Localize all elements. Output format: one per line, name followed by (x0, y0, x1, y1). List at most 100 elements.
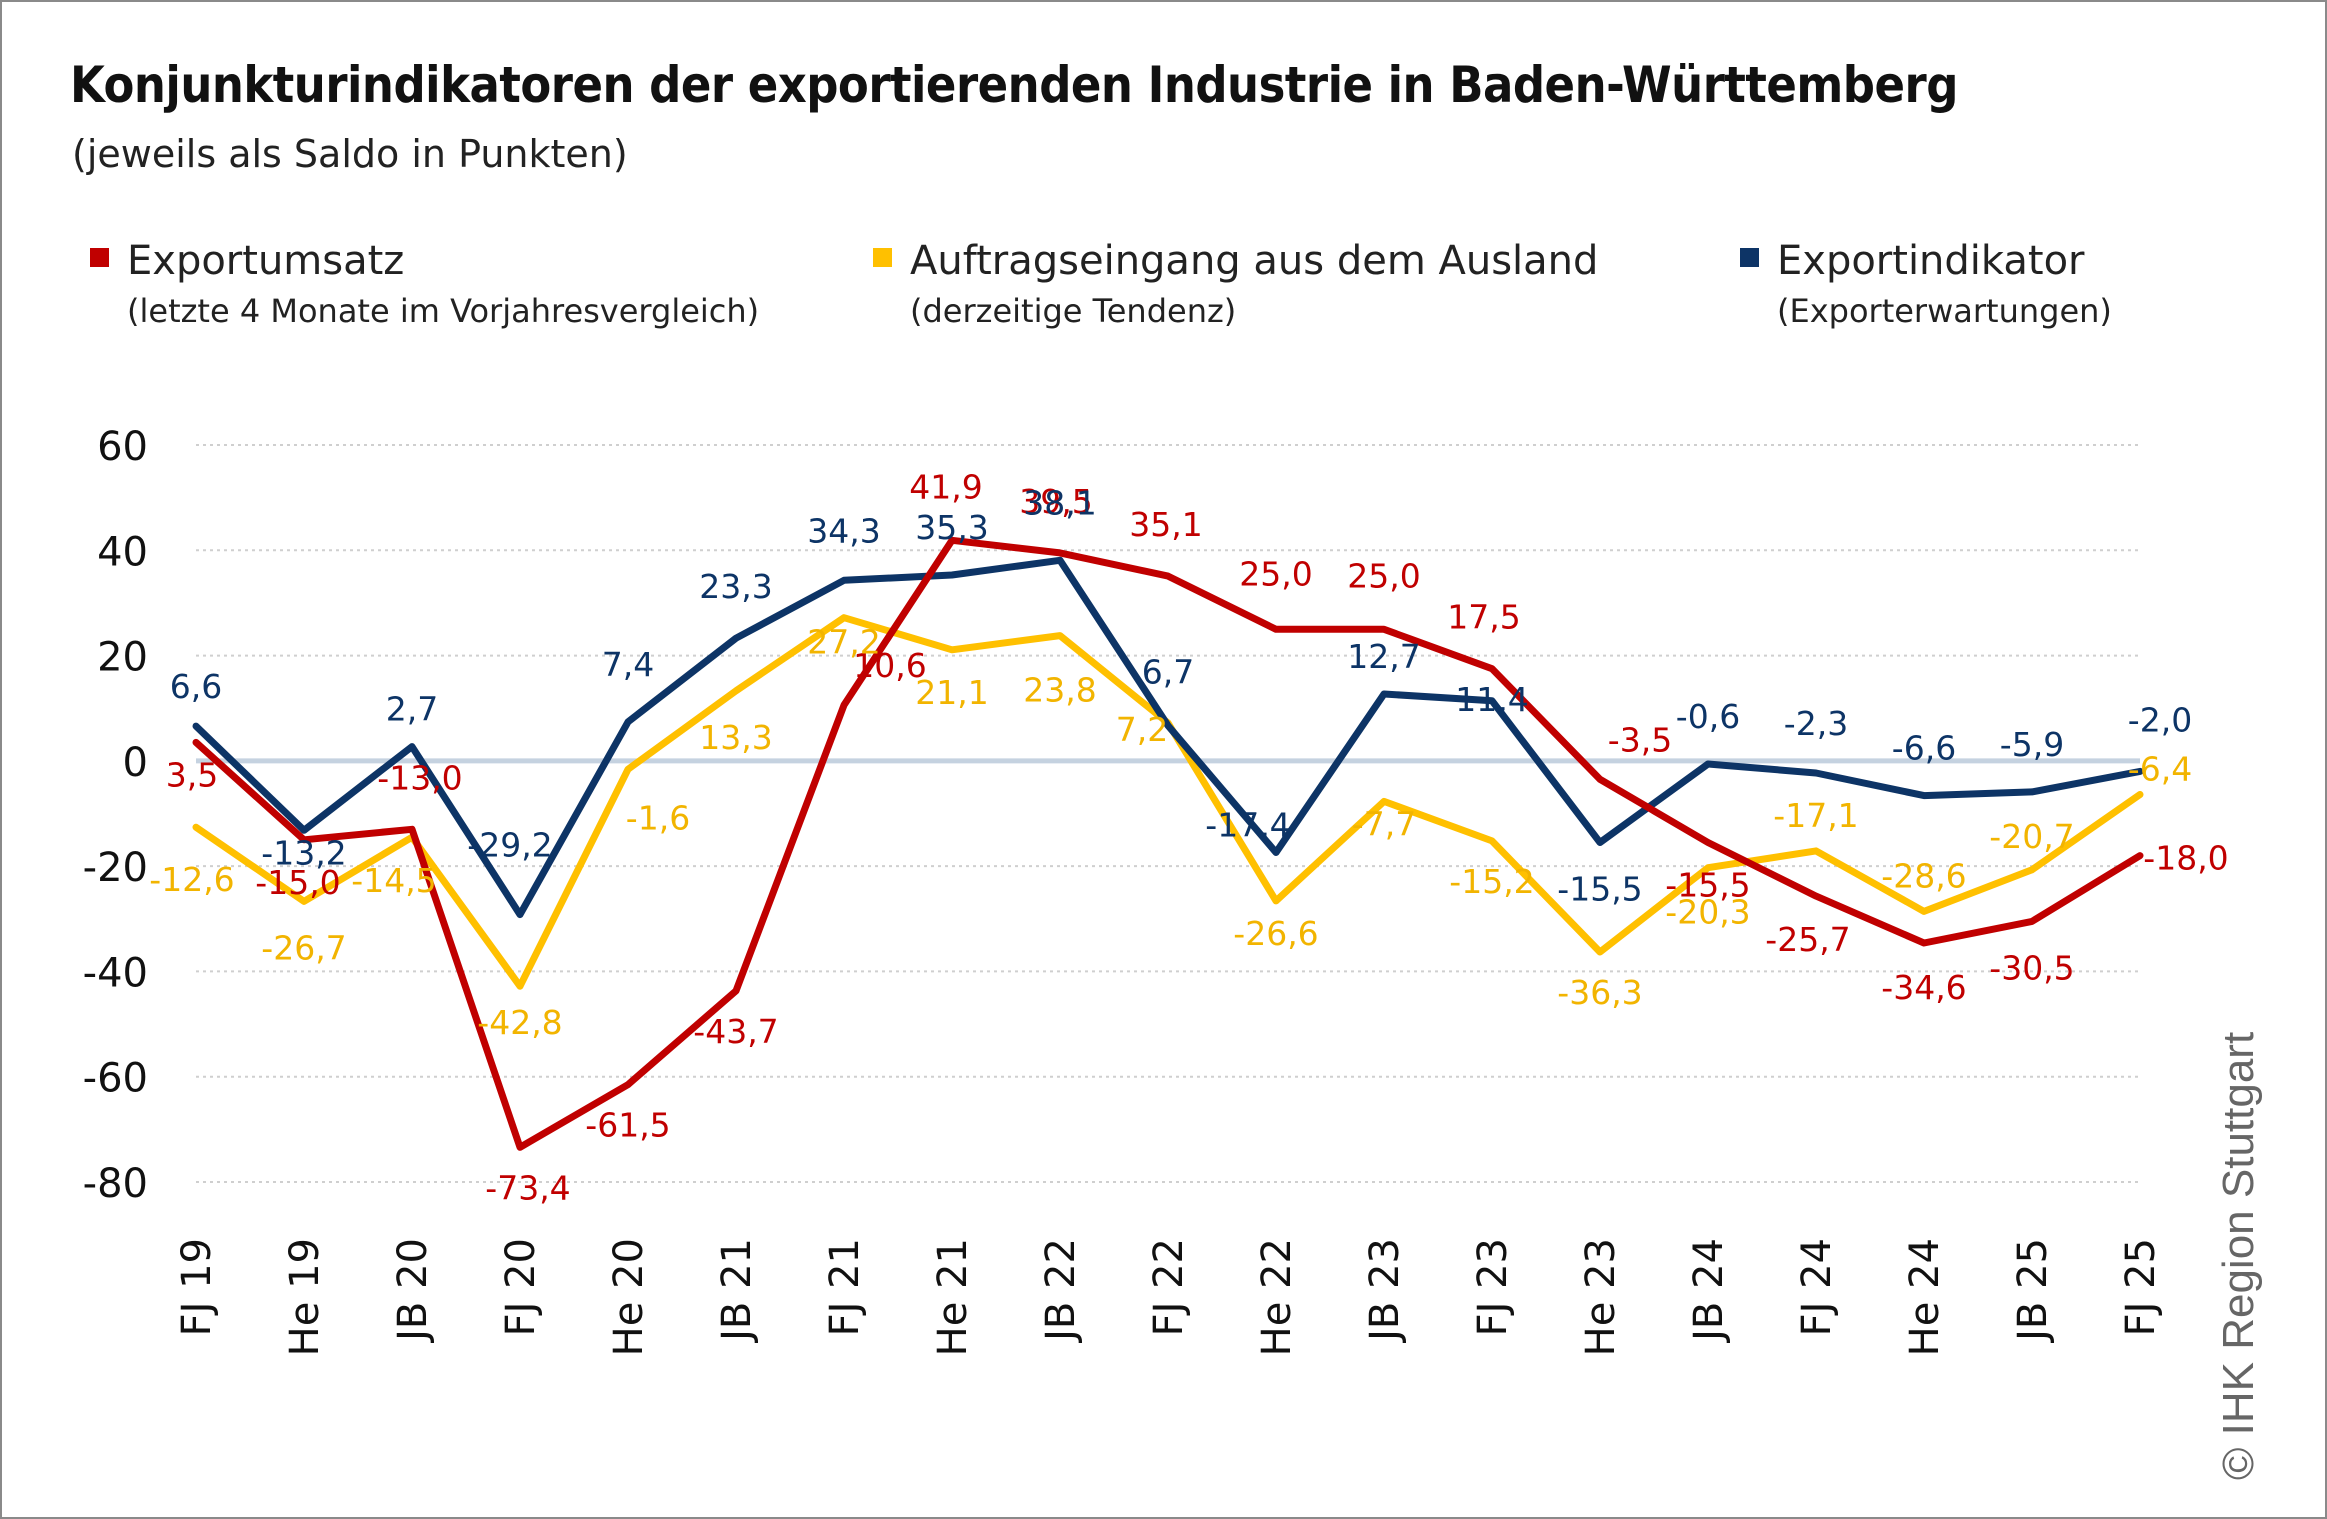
data-label-exportumsatz: -15,5 (1665, 865, 1750, 904)
data-label-auftragseingang: -26,6 (1233, 914, 1318, 953)
data-label-auftragseingang: -14,5 (351, 861, 436, 900)
legend-label-exportindikator: Exportindikator (1777, 238, 2085, 284)
data-label-auftragseingang: -17,1 (1773, 796, 1858, 835)
data-label-auftragseingang: 13,3 (699, 718, 772, 757)
data-label-auftragseingang: -12,6 (149, 860, 234, 899)
data-label-exportindikator: 38,1 (1023, 483, 1096, 522)
x-tick-label: FJ 20 (498, 1238, 544, 1336)
x-tick-label: FJ 19 (174, 1238, 220, 1336)
data-label-exportumsatz: 10,6 (853, 646, 926, 685)
legend-label-exportumsatz: Exportumsatz (127, 238, 405, 284)
data-label-exportumsatz: 25,0 (1239, 554, 1312, 593)
data-label-exportumsatz: -15,0 (255, 863, 340, 902)
data-label-auftragseingang: -20,7 (1989, 817, 2074, 856)
data-label-exportindikator: -0,6 (1676, 697, 1740, 736)
x-tick-label: FJ 25 (2118, 1238, 2164, 1336)
legend-sub-exportindikator: (Exporterwartungen) (1777, 292, 2112, 330)
x-tick-label: He 23 (1578, 1238, 1624, 1356)
data-label-exportumsatz: 3,5 (166, 755, 218, 794)
legend-swatch-exportumsatz (90, 247, 109, 267)
data-label-auftragseingang: -20,3 (1665, 893, 1750, 932)
x-tick-label: JB 25 (2010, 1238, 2056, 1344)
y-tick-label: 20 (97, 635, 148, 681)
data-label-exportumsatz: 39,5 (1019, 482, 1092, 521)
chart-subtitle: (jeweils als Saldo in Punkten) (72, 132, 628, 176)
data-label-exportindikator: -2,3 (1784, 704, 1848, 743)
data-label-exportindikator: -17,4 (1205, 805, 1290, 844)
data-label-exportumsatz: -30,5 (1989, 948, 2074, 987)
data-label-exportumsatz: -18,0 (2143, 839, 2228, 878)
data-label-exportindikator: -5,9 (2000, 725, 2064, 764)
data-label-exportumsatz: 17,5 (1447, 598, 1520, 637)
x-tick-label: He 19 (282, 1238, 328, 1356)
x-tick-label: FJ 22 (1146, 1238, 1192, 1336)
x-tick-label: FJ 21 (822, 1238, 868, 1336)
data-label-exportindikator: 11,4 (1455, 680, 1528, 719)
data-label-auftragseingang: -1,6 (626, 798, 690, 837)
data-label-exportumsatz: 41,9 (909, 467, 982, 506)
data-label-auftragseingang: -6,4 (2128, 750, 2192, 789)
y-tick-label: -40 (83, 950, 148, 996)
data-label-exportumsatz: -13,0 (377, 758, 462, 797)
legend-swatch-exportindikator (1740, 247, 1759, 267)
data-label-exportindikator: 12,7 (1347, 637, 1420, 676)
legend-sub-auftragseingang: (derzeitige Tendenz) (910, 292, 1237, 330)
data-label-auftragseingang: 27,2 (807, 623, 880, 662)
data-label-auftragseingang: -28,6 (1881, 856, 1966, 895)
x-tick-label: FJ 23 (1470, 1238, 1516, 1336)
data-label-auftragseingang: -26,7 (261, 928, 346, 967)
x-tick-label: JB 24 (1686, 1238, 1732, 1344)
x-tick-label: JB 22 (1038, 1238, 1084, 1344)
data-label-exportindikator: 23,3 (699, 567, 772, 606)
legend-item-exportumsatz: Exportumsatz (letzte 4 Monate im Vorjahr… (90, 238, 759, 330)
data-label-exportindikator: 7,4 (602, 645, 654, 684)
x-tick-label: He 24 (1902, 1238, 1948, 1356)
x-tick-label: He 20 (606, 1238, 652, 1356)
x-tick-label: FJ 24 (1794, 1238, 1840, 1336)
data-label-exportindikator: 2,7 (386, 690, 438, 729)
data-label-exportumsatz: -73,4 (485, 1168, 570, 1207)
data-label-auftragseingang: 21,1 (915, 673, 988, 712)
data-label-auftragseingang: -15,2 (1449, 862, 1534, 901)
data-label-exportumsatz: -3,5 (1608, 720, 1672, 759)
x-tick-label: JB 21 (714, 1238, 760, 1344)
data-label-exportindikator: -2,0 (2128, 700, 2192, 739)
copyright-credit: © IHK Region Stuttgart (2214, 1031, 2263, 1480)
y-tick-label: -60 (83, 1056, 148, 1102)
data-label-exportindikator: -13,2 (261, 833, 346, 872)
x-tick-label: He 22 (1254, 1238, 1300, 1356)
data-label-exportindikator: -6,6 (1892, 729, 1956, 768)
data-label-exportumsatz: -61,5 (585, 1106, 670, 1145)
x-tick-label: JB 20 (390, 1238, 436, 1344)
data-label-exportindikator: 34,3 (807, 511, 880, 550)
series-line-exportumsatz (192, 536, 2144, 1151)
y-tick-label: 40 (97, 529, 148, 575)
data-label-exportindikator: 6,6 (170, 667, 222, 706)
legend-label-auftragseingang: Auftragseingang aus dem Ausland (910, 238, 1599, 284)
data-label-auftragseingang: -36,3 (1557, 973, 1642, 1012)
data-label-exportumsatz: -43,7 (693, 1012, 778, 1051)
legend-swatch-auftragseingang (873, 247, 892, 267)
y-tick-label: -80 (83, 1161, 148, 1207)
chart-title: Konjunkturindikatoren der exportierenden… (70, 56, 1958, 114)
data-label-auftragseingang: 23,8 (1023, 671, 1096, 710)
data-label-exportumsatz: 35,1 (1129, 505, 1202, 544)
data-label-auftragseingang: -7,7 (1352, 804, 1416, 843)
data-label-exportumsatz: -34,6 (1881, 968, 1966, 1007)
legend-sub-exportumsatz: (letzte 4 Monate im Vorjahresvergleich) (127, 292, 760, 330)
data-label-exportindikator: 35,3 (915, 508, 988, 547)
data-label-exportumsatz: 25,0 (1347, 556, 1420, 595)
data-label-exportindikator: -15,5 (1557, 869, 1642, 908)
data-label-exportumsatz: -25,7 (1765, 920, 1850, 959)
data-label-auftragseingang: 7,2 (1116, 710, 1168, 749)
series-line-exportindikator (192, 556, 2144, 919)
legend-item-auftragseingang: Auftragseingang aus dem Ausland (derzeit… (873, 238, 1598, 330)
y-tick-label: 0 (123, 740, 148, 786)
data-label-exportindikator: 6,7 (1142, 653, 1194, 692)
legend-item-exportindikator: Exportindikator (Exporterwartungen) (1740, 238, 2112, 330)
y-tick-label: -20 (83, 845, 148, 891)
x-tick-label: JB 23 (1362, 1238, 1408, 1344)
y-tick-label: 60 (97, 424, 148, 470)
